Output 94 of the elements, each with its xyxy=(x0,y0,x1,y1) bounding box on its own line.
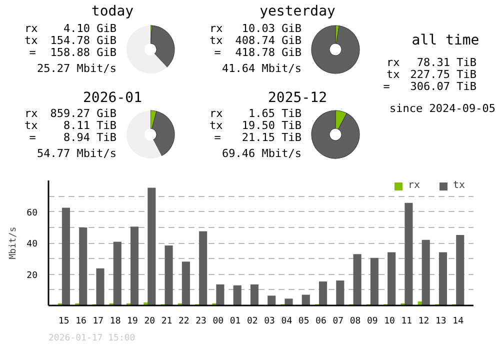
chart-title: 2026-01 xyxy=(83,90,142,106)
text: 8.11 TiB xyxy=(64,119,117,132)
text: rx xyxy=(210,107,224,120)
x-tick-label: 01 xyxy=(230,316,241,326)
text: rx xyxy=(24,22,38,35)
x-tick-label: 19 xyxy=(127,316,138,326)
x-tick-label: 08 xyxy=(350,316,361,326)
x-tick-label: 04 xyxy=(281,316,292,326)
text: 21.15 TiB xyxy=(242,131,302,144)
bar xyxy=(302,294,310,306)
text: 78.31 TiB xyxy=(416,56,477,69)
bar xyxy=(456,235,464,306)
text: tx xyxy=(210,119,224,132)
bar xyxy=(370,258,378,306)
text: 154.78 GiB xyxy=(50,34,117,47)
text: 859.27 GiB xyxy=(50,107,117,120)
bar xyxy=(438,252,448,306)
text: 158.88 GiB xyxy=(50,46,117,59)
bar xyxy=(233,285,242,306)
x-tick-label: 12 xyxy=(418,316,430,326)
text: 227.75 TiB xyxy=(410,68,477,81)
bar xyxy=(199,231,208,306)
x-tick-label: 09 xyxy=(366,316,378,326)
text: 10.03 GiB xyxy=(242,22,302,35)
text: = xyxy=(214,46,222,59)
x-tick-label: 22 xyxy=(178,316,190,326)
bar xyxy=(404,202,413,306)
text: 1.65 TiB xyxy=(248,107,302,120)
bar xyxy=(130,226,139,306)
y-axis-title: Mbit/s xyxy=(8,226,19,260)
bar xyxy=(79,228,88,306)
text: all time xyxy=(412,32,480,48)
text: 306.07 TiB xyxy=(410,80,477,93)
bar xyxy=(164,246,173,306)
text: tx xyxy=(210,34,224,47)
text: tx xyxy=(386,68,400,81)
bar xyxy=(62,208,70,306)
text: = xyxy=(29,131,36,144)
bar xyxy=(182,262,190,306)
text: 19.50 TiB xyxy=(242,119,302,132)
x-tick-label: 18 xyxy=(110,316,121,326)
bar xyxy=(422,240,430,306)
bar xyxy=(216,284,224,306)
x-tick-label: 16 xyxy=(76,316,86,326)
text: = xyxy=(383,80,390,93)
text: = xyxy=(214,131,222,144)
x-tick-label: 02 xyxy=(247,316,258,326)
text: rx xyxy=(386,56,400,69)
x-tick-label: 23 xyxy=(196,316,206,326)
x-tick-label: 06 xyxy=(316,316,326,326)
x-tick-label: 05 xyxy=(298,316,310,326)
text: rx xyxy=(24,107,38,120)
bar xyxy=(148,188,156,306)
bar xyxy=(250,284,259,306)
x-tick-label: 21 xyxy=(161,316,172,326)
bar xyxy=(284,298,293,306)
chart-title: today xyxy=(91,4,134,20)
bar xyxy=(319,281,328,306)
chart-title: 2025-12 xyxy=(268,90,328,106)
x-tick-label: 07 xyxy=(332,316,344,326)
text: tx xyxy=(24,119,38,132)
y-tick-label: 20 xyxy=(26,270,38,281)
x-tick-label: 03 xyxy=(264,316,275,326)
x-tick-label: 13 xyxy=(436,316,446,326)
text: 8.94 TiB xyxy=(64,131,117,144)
legend-label: rx xyxy=(408,180,422,191)
x-tick-label: 15 xyxy=(58,316,70,326)
text: since 2024-09-05 xyxy=(390,102,496,115)
text: 4.10 GiB xyxy=(64,22,117,35)
y-tick-label: 60 xyxy=(26,208,38,218)
x-tick-label: 10 xyxy=(384,316,395,326)
bar xyxy=(353,254,362,306)
text: 418.78 GiB xyxy=(235,46,302,59)
text: tx xyxy=(24,34,38,47)
bar xyxy=(268,296,276,306)
legend-label: tx xyxy=(453,180,466,191)
bar xyxy=(96,268,104,306)
text: 408.74 GiB xyxy=(235,34,302,47)
chart-title: yesterday xyxy=(260,4,336,20)
text: 41.64 Mbit/s xyxy=(222,62,302,75)
text: 69.46 Mbit/s xyxy=(222,147,302,160)
bar xyxy=(388,252,396,306)
bar xyxy=(336,280,344,306)
x-tick-label: 11 xyxy=(401,316,412,326)
text: = xyxy=(29,46,36,59)
bar xyxy=(113,242,122,306)
x-tick-label: 14 xyxy=(452,316,464,326)
x-tick-label: 20 xyxy=(144,316,156,326)
y-tick-label: 40 xyxy=(26,240,38,250)
x-tick-label: 00 xyxy=(212,316,224,326)
text: 54.77 Mbit/s xyxy=(37,147,117,160)
text: rx xyxy=(210,22,224,35)
text: 25.27 Mbit/s xyxy=(37,62,117,75)
x-tick-label: 17 xyxy=(92,316,104,326)
